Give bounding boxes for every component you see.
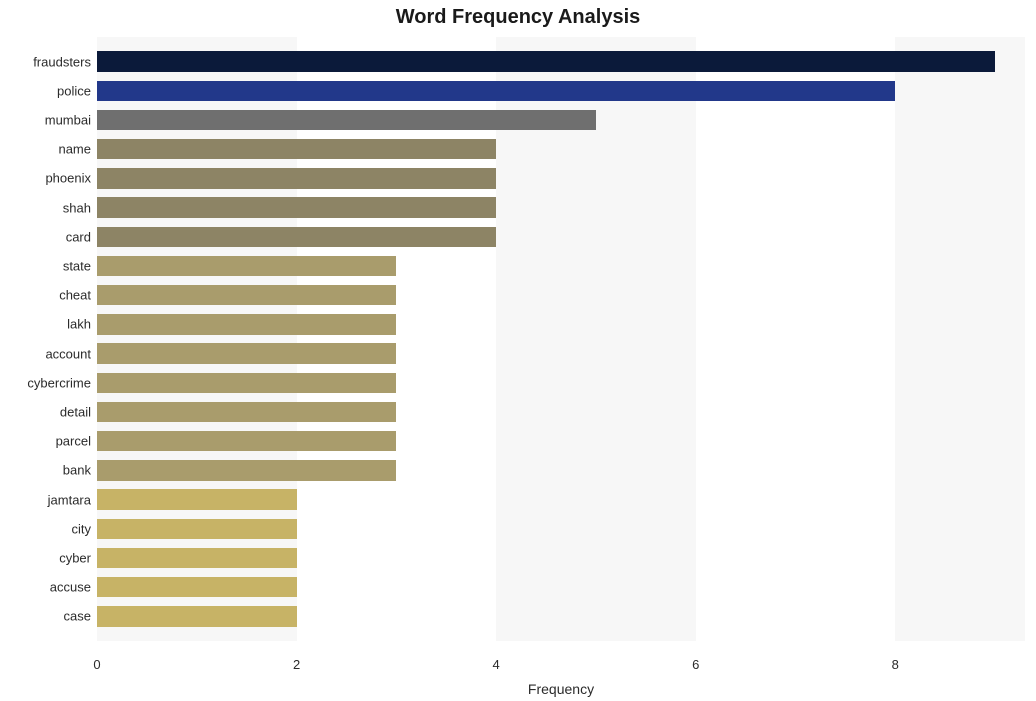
y-tick-label: account <box>45 346 91 361</box>
bar <box>97 314 396 334</box>
bar <box>97 519 297 539</box>
y-tick-label: bank <box>63 463 91 478</box>
y-tick-label: cyber <box>59 551 91 566</box>
y-tick-label: case <box>64 609 91 624</box>
y-tick-label: fraudsters <box>33 54 91 69</box>
bar <box>97 51 995 71</box>
x-tick-label: 6 <box>692 657 699 672</box>
y-tick-label: lakh <box>67 317 91 332</box>
word-frequency-chart: Word Frequency Analysis fraudsterspolice… <box>0 0 1036 701</box>
y-tick-label: police <box>57 83 91 98</box>
bar <box>97 373 396 393</box>
x-tick-label: 8 <box>892 657 899 672</box>
y-tick-label: cybercrime <box>27 375 91 390</box>
bar <box>97 460 396 480</box>
bar <box>97 577 297 597</box>
y-tick-label: name <box>58 142 91 157</box>
bar <box>97 285 396 305</box>
bar <box>97 197 496 217</box>
y-tick-label: mumbai <box>45 113 91 128</box>
x-tick-label: 2 <box>293 657 300 672</box>
bar <box>97 256 396 276</box>
bar <box>97 431 396 451</box>
bar <box>97 606 297 626</box>
bar <box>97 227 496 247</box>
y-tick-label: cheat <box>59 288 91 303</box>
y-tick-label: accuse <box>50 580 91 595</box>
x-tick-label: 0 <box>93 657 100 672</box>
x-axis-label: Frequency <box>97 681 1025 697</box>
chart-title: Word Frequency Analysis <box>0 6 1036 29</box>
plot-area: fraudsterspolicemumbainamephoenixshahcar… <box>97 37 1025 641</box>
bar <box>97 168 496 188</box>
bar <box>97 548 297 568</box>
bar <box>97 110 596 130</box>
bar <box>97 489 297 509</box>
y-tick-label: jamtara <box>48 492 91 507</box>
x-tick-label: 4 <box>493 657 500 672</box>
bar <box>97 402 396 422</box>
y-tick-label: phoenix <box>45 171 91 186</box>
bar <box>97 139 496 159</box>
bar <box>97 81 895 101</box>
y-tick-label: parcel <box>56 434 91 449</box>
y-tick-label: detail <box>60 405 91 420</box>
y-tick-label: city <box>72 521 92 536</box>
y-tick-label: state <box>63 259 91 274</box>
y-tick-label: card <box>66 229 91 244</box>
grid-band <box>895 37 1025 641</box>
bar <box>97 343 396 363</box>
y-tick-label: shah <box>63 200 91 215</box>
